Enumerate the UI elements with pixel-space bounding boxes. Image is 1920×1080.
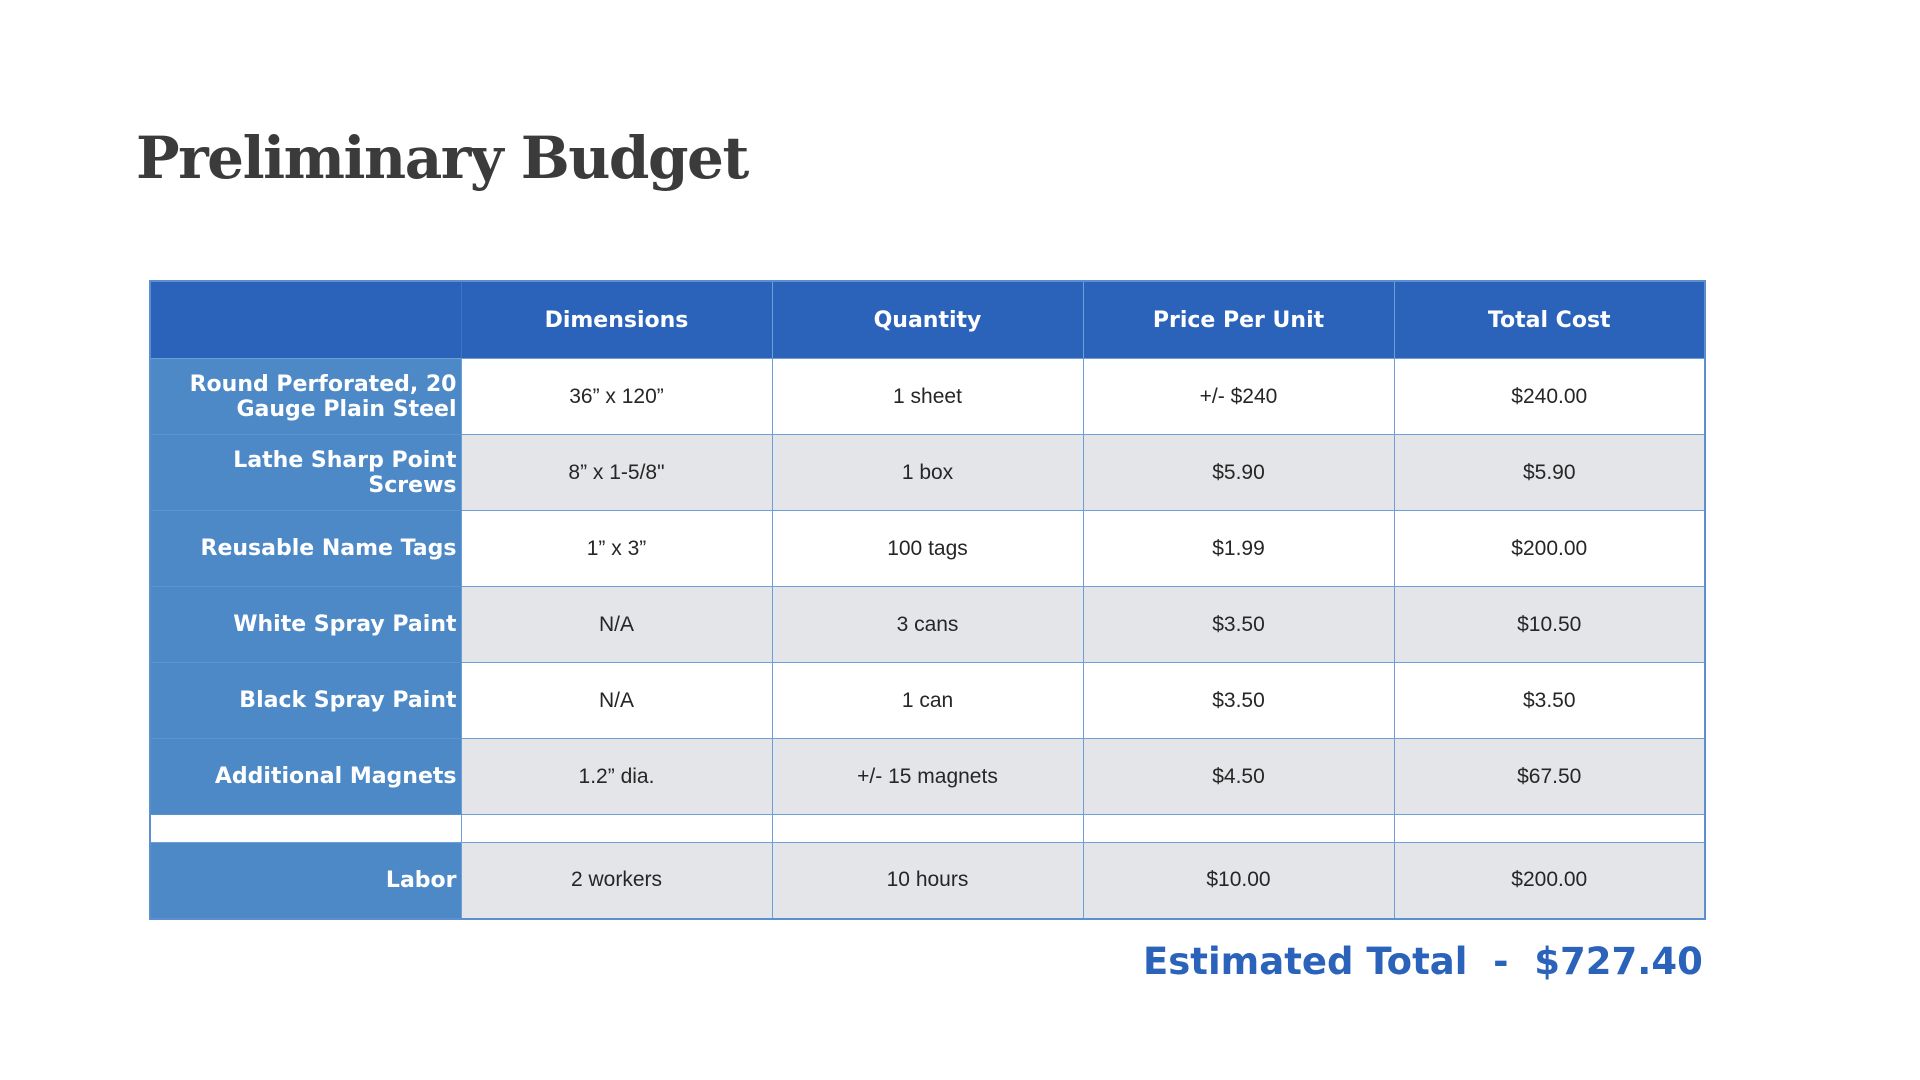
header-corner-cell bbox=[149, 280, 462, 359]
empty-cell bbox=[771, 814, 1084, 843]
table-row: Reusable Name Tags 1” x 3” 100 tags $1.9… bbox=[150, 510, 1706, 587]
header-quantity: Quantity bbox=[771, 280, 1084, 359]
quantity-cell: 10 hours bbox=[771, 842, 1084, 919]
quantity-cell: 3 cans bbox=[771, 586, 1084, 663]
price-per-unit-cell: $3.50 bbox=[1082, 662, 1395, 739]
dimensions-cell: 36” x 120” bbox=[460, 358, 773, 435]
price-per-unit-cell: $1.99 bbox=[1082, 510, 1395, 587]
dimensions-cell: 1” x 3” bbox=[460, 510, 773, 587]
total-cost-cell: $200.00 bbox=[1393, 510, 1706, 587]
price-per-unit-cell: $5.90 bbox=[1082, 434, 1395, 511]
total-cost-cell: $10.50 bbox=[1393, 586, 1706, 663]
dimensions-cell: N/A bbox=[460, 662, 773, 739]
table-row: Black Spray Paint N/A 1 can $3.50 $3.50 bbox=[150, 662, 1706, 739]
labor-row: Labor 2 workers 10 hours $10.00 $200.00 bbox=[150, 842, 1706, 919]
row-label: Lathe Sharp Point Screws bbox=[150, 434, 462, 511]
row-label: Black Spray Paint bbox=[150, 662, 462, 739]
spacer-row bbox=[149, 814, 1706, 843]
quantity-cell: 1 sheet bbox=[771, 358, 1084, 435]
total-cost-cell: $3.50 bbox=[1393, 662, 1706, 739]
total-cost-cell: $5.90 bbox=[1393, 434, 1706, 511]
empty-cell bbox=[1082, 814, 1395, 843]
budget-table: Dimensions Quantity Price Per Unit Total… bbox=[149, 280, 1706, 920]
table-row: Additional Magnets 1.2” dia. +/- 15 magn… bbox=[150, 738, 1706, 815]
quantity-cell: 1 box bbox=[771, 434, 1084, 511]
empty-cell bbox=[149, 814, 462, 843]
header-total-cost: Total Cost bbox=[1393, 280, 1706, 359]
table-row: White Spray Paint N/A 3 cans $3.50 $10.5… bbox=[150, 586, 1706, 663]
dimensions-cell: 2 workers bbox=[460, 842, 773, 919]
table-header-row: Dimensions Quantity Price Per Unit Total… bbox=[149, 280, 1706, 359]
estimated-total: Estimated Total - $727.40 bbox=[1143, 940, 1703, 983]
price-per-unit-cell: $4.50 bbox=[1082, 738, 1395, 815]
header-price-per-unit: Price Per Unit bbox=[1082, 280, 1395, 359]
quantity-cell: 100 tags bbox=[771, 510, 1084, 587]
quantity-cell: 1 can bbox=[771, 662, 1084, 739]
table-row: Lathe Sharp Point Screws 8” x 1-5/8" 1 b… bbox=[150, 434, 1706, 511]
dimensions-cell: 8” x 1-5/8" bbox=[460, 434, 773, 511]
row-label: Additional Magnets bbox=[150, 738, 462, 815]
table-row: Round Perforated, 20 Gauge Plain Steel 3… bbox=[150, 358, 1706, 435]
price-per-unit-cell: $10.00 bbox=[1082, 842, 1395, 919]
row-label: Labor bbox=[150, 842, 462, 919]
dimensions-cell: N/A bbox=[460, 586, 773, 663]
page-title: Preliminary Budget bbox=[136, 124, 749, 192]
price-per-unit-cell: $3.50 bbox=[1082, 586, 1395, 663]
total-cost-cell: $200.00 bbox=[1393, 842, 1706, 919]
header-dimensions: Dimensions bbox=[460, 280, 773, 359]
dimensions-cell: 1.2” dia. bbox=[460, 738, 773, 815]
empty-cell bbox=[1393, 814, 1706, 843]
price-per-unit-cell: +/- $240 bbox=[1082, 358, 1395, 435]
row-label: Reusable Name Tags bbox=[150, 510, 462, 587]
quantity-cell: +/- 15 magnets bbox=[771, 738, 1084, 815]
total-cost-cell: $240.00 bbox=[1393, 358, 1706, 435]
empty-cell bbox=[460, 814, 773, 843]
total-cost-cell: $67.50 bbox=[1393, 738, 1706, 815]
row-label: Round Perforated, 20 Gauge Plain Steel bbox=[150, 358, 462, 435]
row-label: White Spray Paint bbox=[150, 586, 462, 663]
